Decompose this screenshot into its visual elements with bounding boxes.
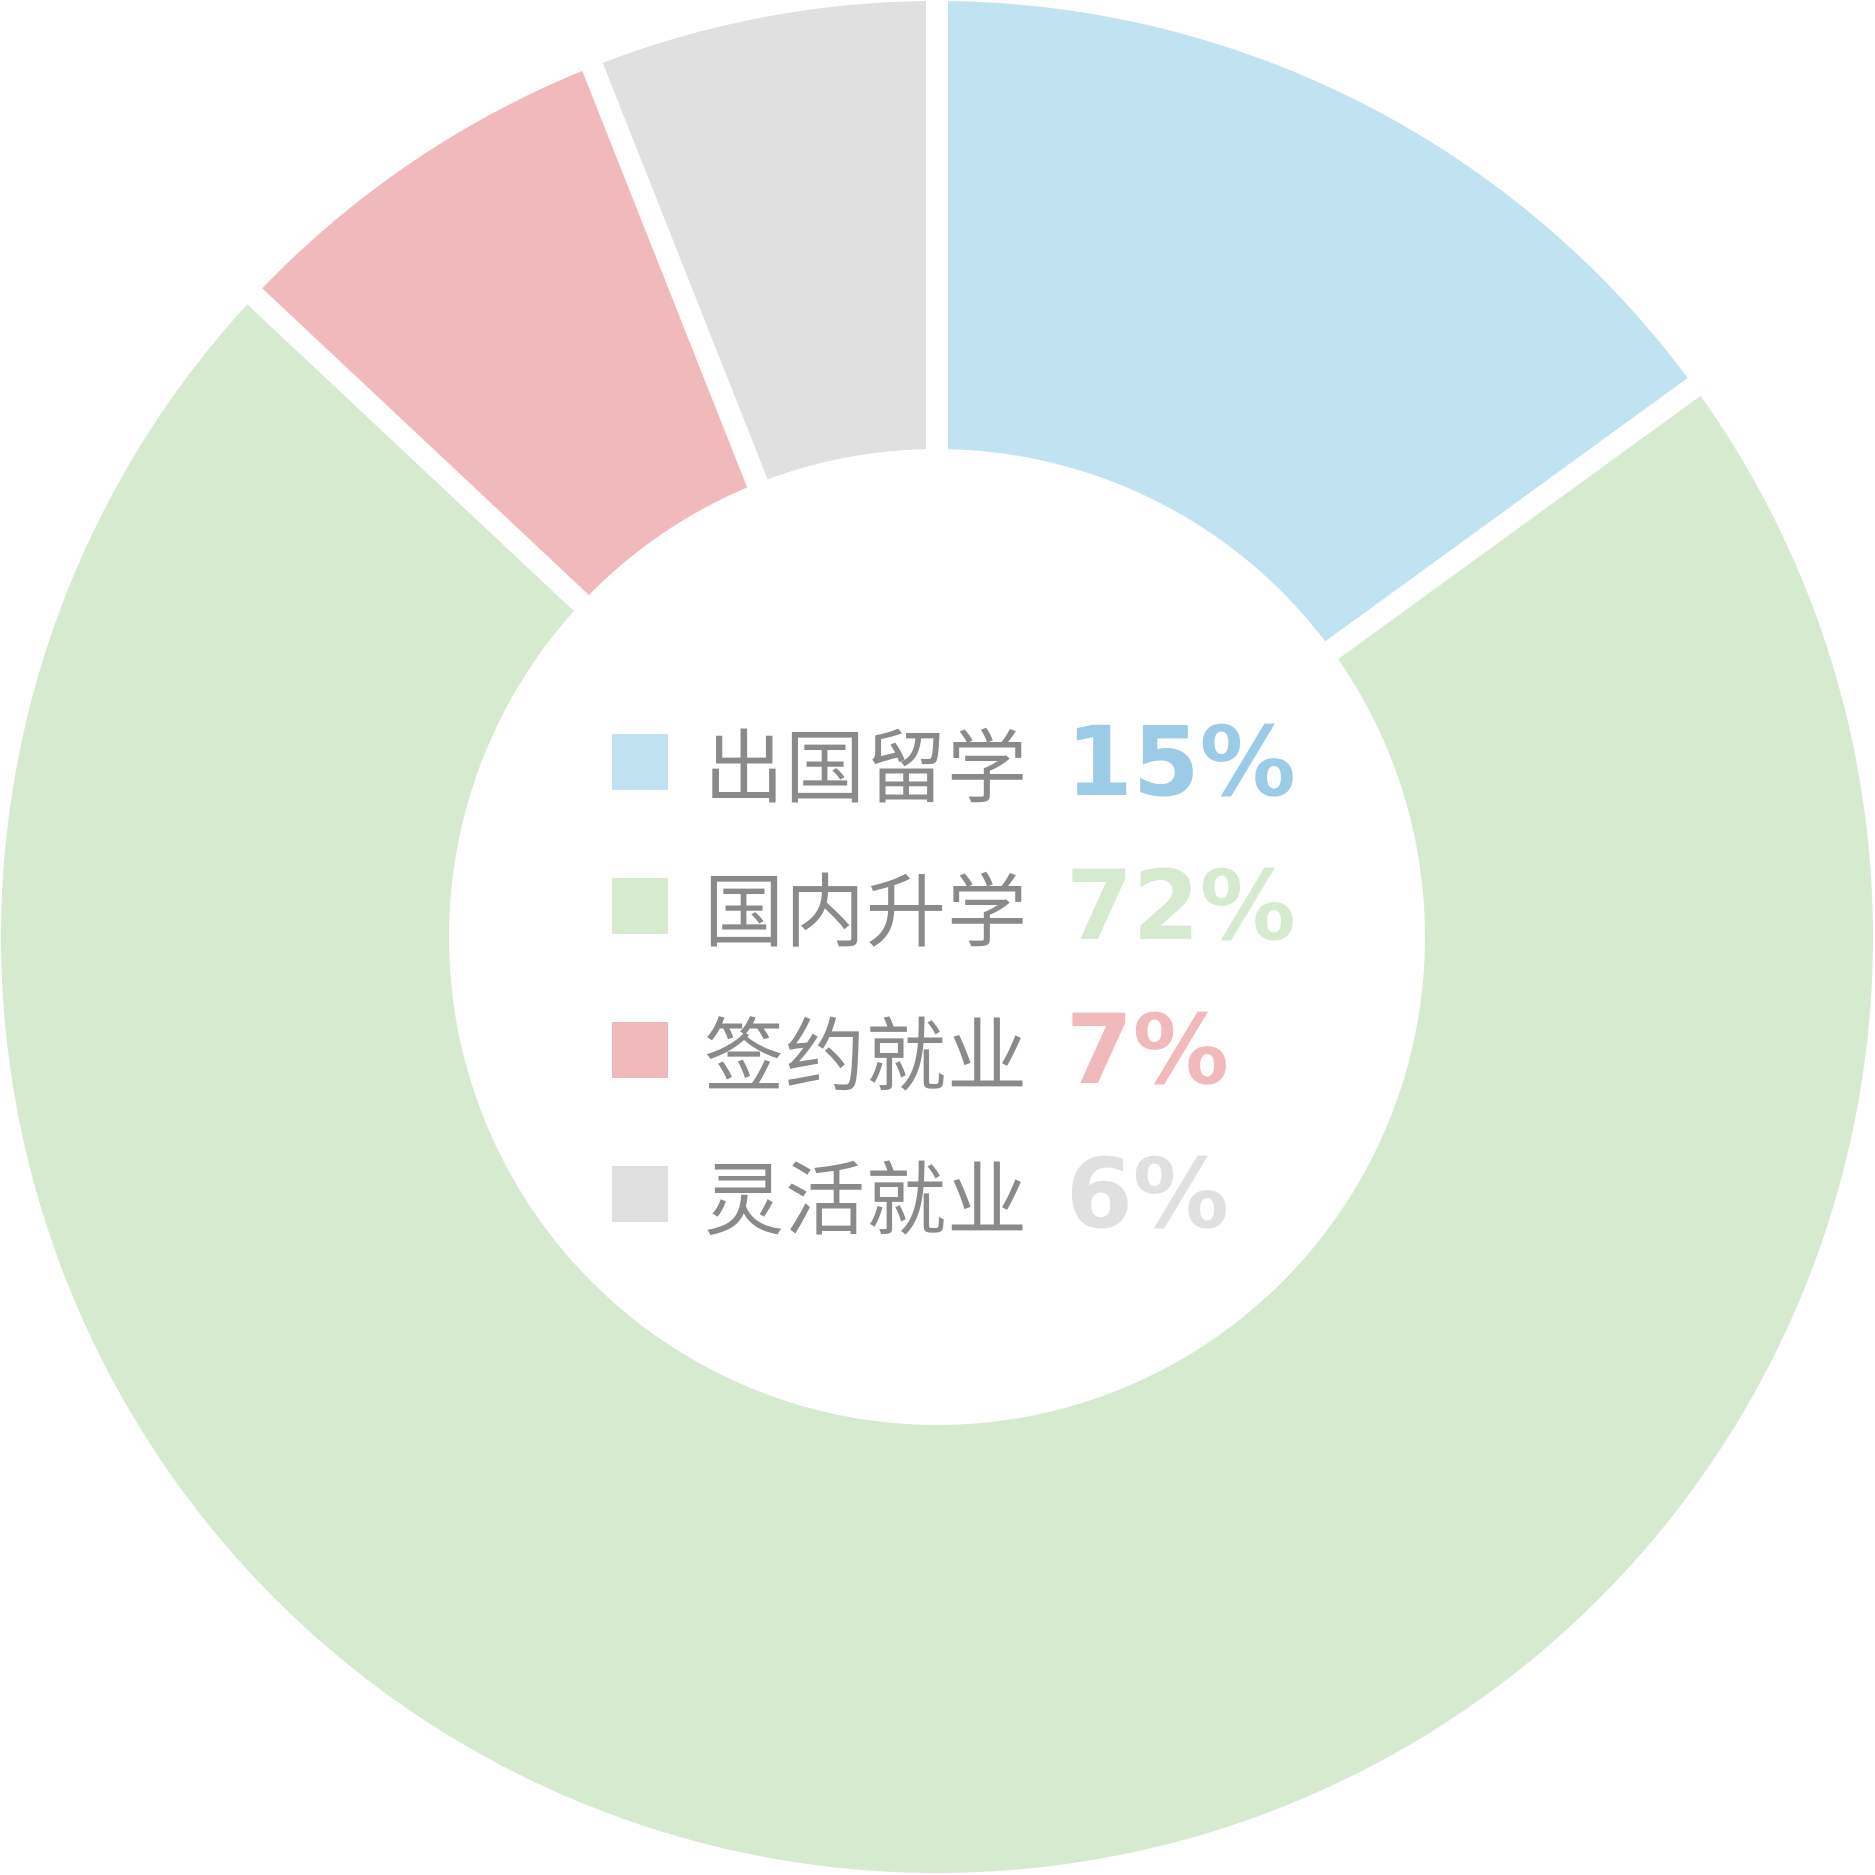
donut-slice-0 xyxy=(937,1,1695,651)
legend-swatch xyxy=(612,1022,668,1078)
legend-item-contract-employment: 签约就业 7% xyxy=(612,978,1312,1122)
legend-value: 7% xyxy=(1066,994,1229,1106)
legend-swatch xyxy=(612,878,668,934)
legend: 出国留学 15% 国内升学 72% 签约就业 7% 灵活就业 6% xyxy=(612,690,1312,1266)
donut-slice-1 xyxy=(1,296,1874,1874)
legend-label: 国内升学 xyxy=(704,866,1028,959)
legend-value: 15% xyxy=(1066,706,1296,818)
donut-slice-2 xyxy=(254,66,758,603)
donut-slice-3 xyxy=(592,1,937,484)
legend-item-domestic-study: 国内升学 72% xyxy=(612,834,1312,978)
legend-item-study-abroad: 出国留学 15% xyxy=(612,690,1312,834)
legend-swatch xyxy=(612,734,668,790)
legend-value: 72% xyxy=(1066,850,1296,962)
legend-swatch xyxy=(612,1166,668,1222)
slice-separator-3 xyxy=(580,58,770,492)
legend-label: 灵活就业 xyxy=(704,1154,1028,1247)
slice-separator-2 xyxy=(243,284,593,615)
legend-label: 出国留学 xyxy=(704,722,1028,815)
slice-separator-1 xyxy=(1321,374,1705,662)
legend-item-flexible-employment: 灵活就业 6% xyxy=(612,1122,1312,1266)
legend-value: 6% xyxy=(1066,1138,1229,1250)
legend-label: 签约就业 xyxy=(704,1010,1028,1103)
